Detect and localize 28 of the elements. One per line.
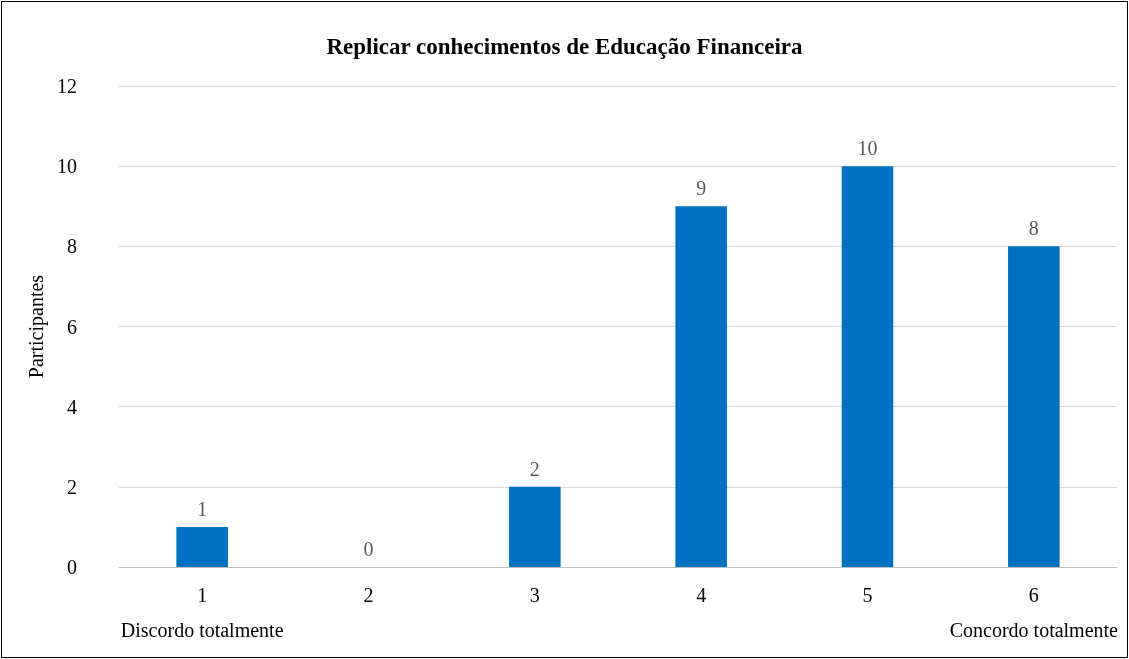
y-tick-label: 8	[67, 235, 77, 258]
x-tick-label: 4	[696, 584, 707, 606]
data-label: 10	[857, 137, 878, 160]
bar	[1008, 246, 1060, 567]
y-tick-label: 4	[67, 395, 77, 418]
data-label: 1	[197, 497, 208, 520]
data-label: 2	[529, 457, 540, 480]
text: Concordo totalmente	[949, 619, 1119, 641]
data-label: 9	[696, 177, 707, 200]
y-tick-label: 6	[67, 315, 77, 338]
x-tick-label: 6	[1028, 584, 1039, 606]
text: Discordo totalmente	[120, 619, 284, 641]
y-axis-title: Participantes	[25, 274, 49, 379]
bar	[675, 206, 727, 567]
bar	[509, 486, 561, 567]
x-tick-label: 5	[862, 584, 873, 606]
bar	[176, 526, 228, 567]
y-tick-label: 12	[57, 75, 77, 97]
y-tick-label: 0	[67, 556, 77, 578]
y-tick-label: 2	[67, 475, 77, 498]
bar	[841, 166, 894, 567]
data-label: 0	[363, 538, 374, 560]
x-tick-label: 2	[363, 584, 374, 606]
y-tick-label: 10	[57, 155, 77, 178]
chart-title: Replicar conhecimentos de Educação Financeira	[326, 34, 804, 59]
x-tick-label: 3	[529, 584, 540, 606]
data-label: 8	[1028, 217, 1039, 240]
x-tick-label: 1	[197, 584, 208, 606]
